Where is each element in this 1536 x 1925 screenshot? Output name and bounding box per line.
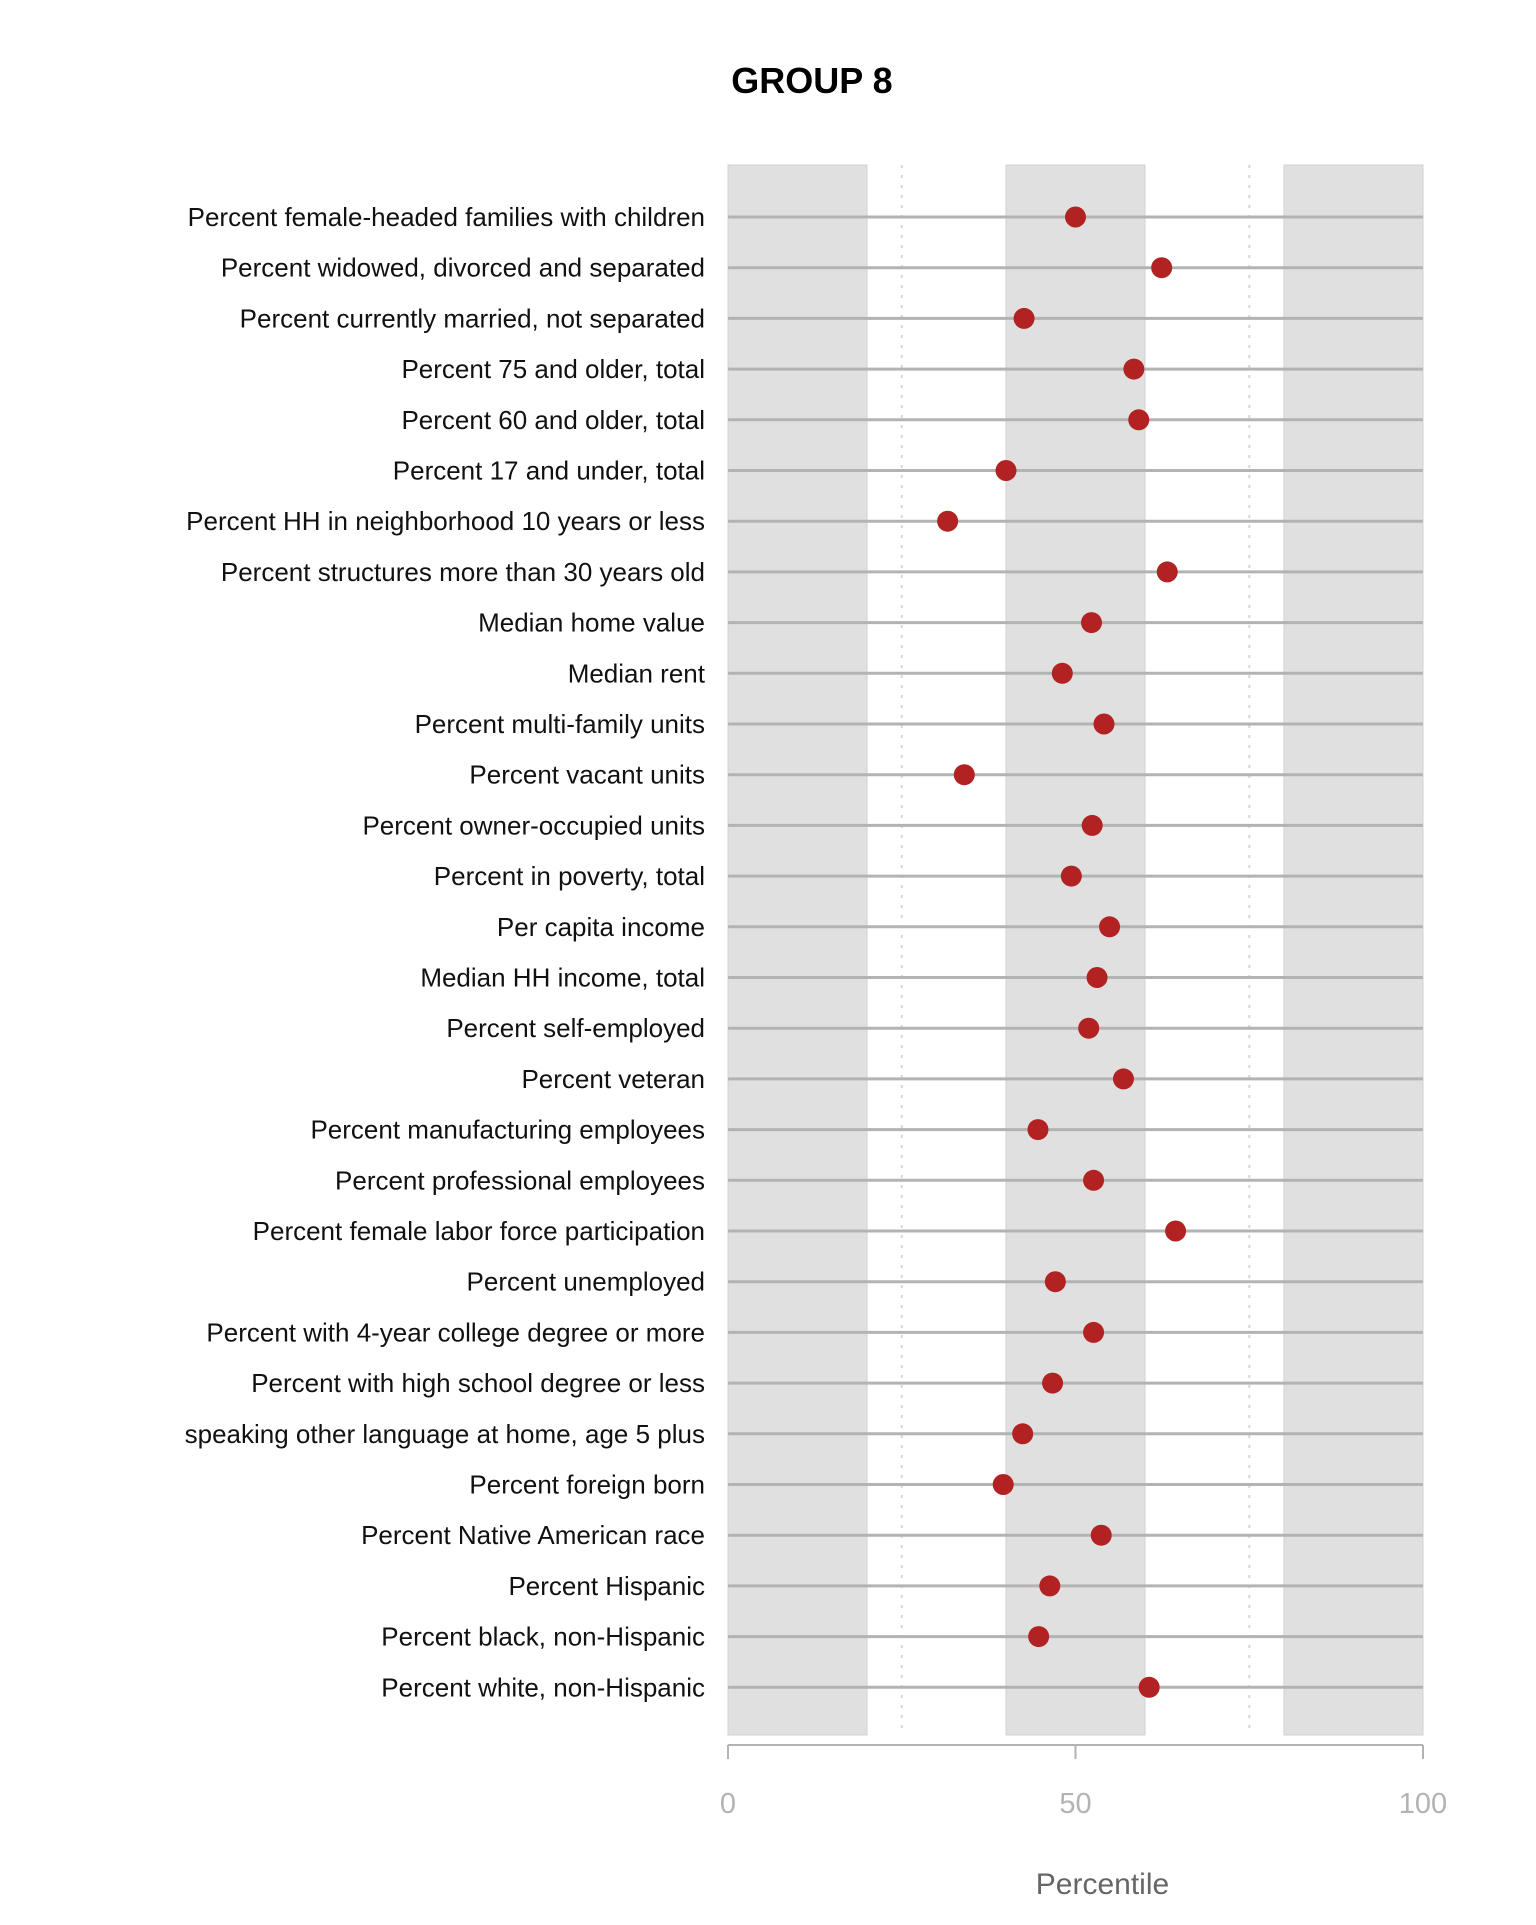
y-axis-label: Percent with 4-year college degree or mo… xyxy=(206,1317,705,1347)
data-points xyxy=(937,206,1187,1698)
y-axis-label: Percent 75 and older, total xyxy=(401,354,705,384)
x-tick-label: 50 xyxy=(1059,1788,1091,1820)
dotted-gridlines xyxy=(900,165,1251,1735)
data-point xyxy=(1123,358,1145,380)
data-point xyxy=(1042,1372,1064,1394)
data-point xyxy=(1083,1169,1105,1191)
data-point xyxy=(937,510,959,532)
data-point xyxy=(1081,814,1103,836)
shaded-bands xyxy=(727,164,1424,1736)
shaded-band-0 xyxy=(727,164,868,1736)
x-axis-title: Percentile xyxy=(1036,1868,1169,1901)
data-point xyxy=(1112,1068,1134,1090)
category-lines xyxy=(728,215,1423,1689)
y-axis-label: Median rent xyxy=(568,658,706,688)
data-point xyxy=(995,460,1017,481)
y-axis-labels: Percent female-headed families with chil… xyxy=(185,202,706,1702)
data-point xyxy=(1078,1017,1100,1039)
y-axis-label: Median HH income, total xyxy=(420,963,705,993)
data-point xyxy=(1028,1626,1050,1648)
y-axis-label: Percent owner-occupied units xyxy=(362,810,705,840)
y-axis-label: Percent veteran xyxy=(521,1064,705,1094)
data-point xyxy=(1083,1321,1105,1343)
y-axis-label: Percent professional employees xyxy=(335,1165,705,1195)
y-axis-label: Percent female-headed families with chil… xyxy=(188,202,705,232)
data-point xyxy=(1065,206,1086,228)
y-axis-label: Percent Native American race xyxy=(361,1520,705,1550)
y-axis-label: Percent Hispanic xyxy=(508,1571,705,1601)
data-point xyxy=(1051,662,1073,684)
y-axis-label: Percent vacant units xyxy=(469,760,705,790)
y-axis-label: Percent white, non-Hispanic xyxy=(381,1672,705,1702)
data-point xyxy=(1044,1271,1066,1293)
data-point xyxy=(1156,561,1178,583)
data-point xyxy=(1165,1220,1187,1242)
x-tick-label: 100 xyxy=(1399,1788,1447,1820)
x-axis-ticks: 0 50 100 xyxy=(720,1745,1447,1820)
x-tick-label: 0 xyxy=(720,1788,736,1820)
data-point xyxy=(1060,865,1082,887)
y-axis-label: Percent in poverty, total xyxy=(434,861,705,891)
y-axis-label: Percent widowed, divorced and separated xyxy=(221,253,705,283)
data-point xyxy=(1039,1575,1061,1597)
y-axis-label: Percent foreign born xyxy=(469,1470,705,1500)
data-point xyxy=(1012,1423,1034,1445)
data-point xyxy=(1080,612,1102,634)
data-point xyxy=(992,1474,1014,1495)
y-axis-label: Percent 17 and under, total xyxy=(393,456,705,486)
data-point xyxy=(1138,1676,1160,1698)
y-axis-label: Percent unemployed xyxy=(467,1267,705,1297)
shaded-band-2 xyxy=(1283,164,1424,1736)
y-axis-label: Percent black, non-Hispanic xyxy=(381,1622,705,1652)
data-point xyxy=(1086,967,1108,988)
y-axis-label: Percent currently married, not separated xyxy=(240,303,705,333)
data-point xyxy=(1151,257,1173,279)
data-point xyxy=(1090,1524,1112,1546)
data-point xyxy=(1013,307,1035,329)
data-point xyxy=(1099,916,1121,938)
y-axis-label: Percent with high school degree or less xyxy=(251,1368,705,1398)
y-axis-label: speaking other language at home, age 5 p… xyxy=(185,1419,705,1449)
shaded-band-1 xyxy=(1005,164,1146,1736)
data-point xyxy=(953,764,975,786)
y-axis-label: Per capita income xyxy=(497,912,705,942)
y-axis-label: Percent HH in neighborhood 10 years or l… xyxy=(186,506,705,536)
y-axis-label: Percent 60 and older, total xyxy=(401,405,705,435)
chart-title: GROUP 8 xyxy=(731,60,892,101)
y-axis-label: Percent multi-family units xyxy=(415,709,705,739)
y-axis-label: Percent female labor force participation xyxy=(253,1216,705,1246)
data-point xyxy=(1128,409,1150,431)
y-axis-label: Percent self-employed xyxy=(446,1013,705,1043)
y-axis-label: Percent manufacturing employees xyxy=(310,1115,705,1145)
y-axis-label: Median home value xyxy=(478,608,705,638)
y-axis-label: Percent structures more than 30 years ol… xyxy=(221,557,705,587)
data-point xyxy=(1093,713,1115,735)
data-point xyxy=(1027,1119,1049,1141)
